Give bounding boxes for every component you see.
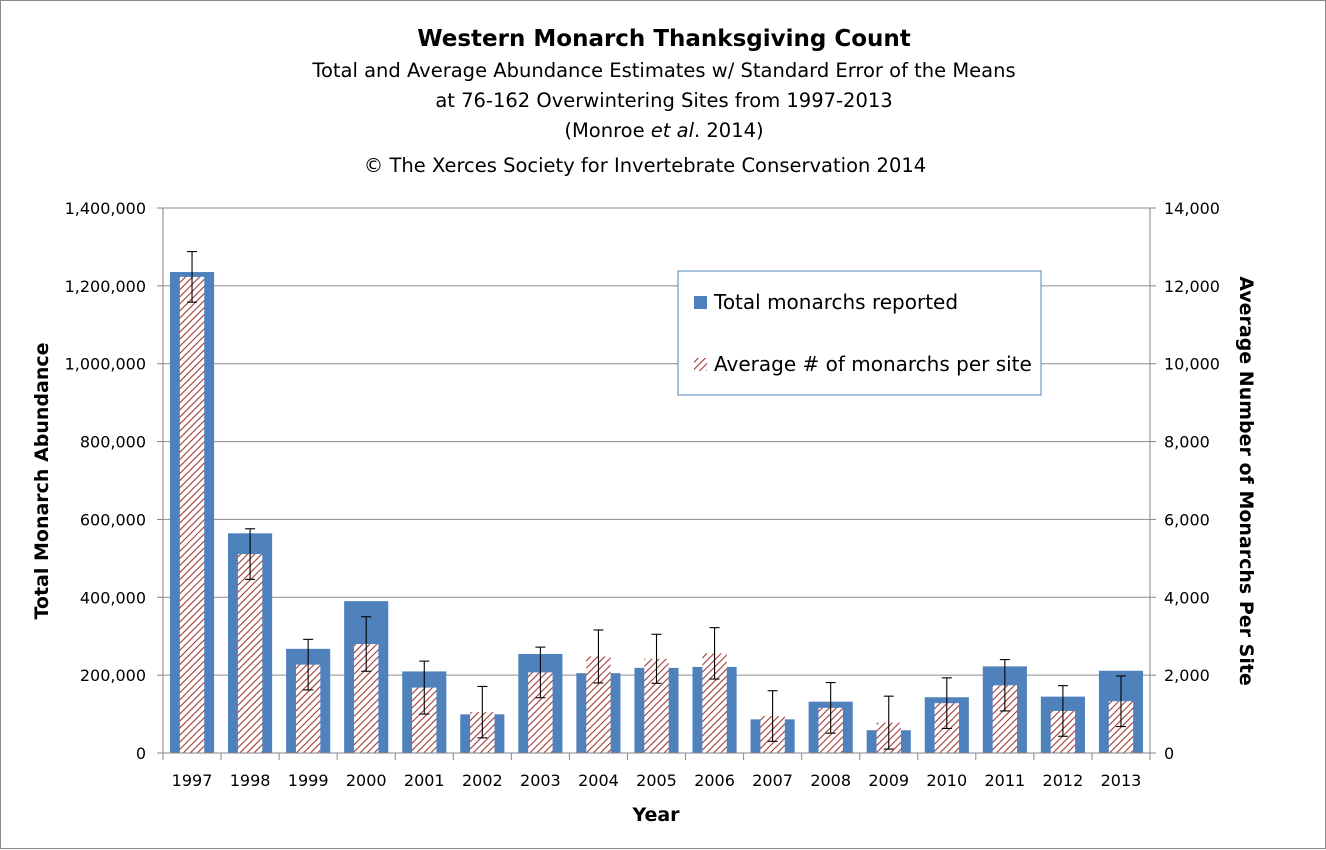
y2-tick-label: 14,000 bbox=[1164, 199, 1220, 218]
bar-average-per-site bbox=[237, 554, 263, 753]
x-tick-label: 2004 bbox=[578, 771, 619, 790]
y2-axis-title: Average Number of Monarchs Per Site bbox=[1235, 276, 1257, 686]
x-tick-label: 2008 bbox=[810, 771, 851, 790]
y2-tick-label: 4,000 bbox=[1164, 588, 1210, 607]
y-tick-label: 1,400,000 bbox=[65, 199, 146, 218]
y-tick-label: 1,200,000 bbox=[65, 277, 146, 296]
chart-citation: (Monroe et al. 2014) bbox=[564, 119, 763, 142]
x-tick-label: 2006 bbox=[694, 771, 735, 790]
chart-subtitle-line-2: at 76-162 Overwintering Sites from 1997-… bbox=[435, 89, 892, 112]
legend-label-total: Total monarchs reported bbox=[713, 290, 958, 314]
y2-tick-label: 8,000 bbox=[1164, 433, 1210, 452]
y2-tick-label: 12,000 bbox=[1164, 277, 1220, 296]
x-tick-label: 2012 bbox=[1043, 771, 1084, 790]
x-tick-label: 2013 bbox=[1101, 771, 1142, 790]
y-tick-label: 200,000 bbox=[80, 666, 146, 685]
y2-tick-label: 2,000 bbox=[1164, 666, 1210, 685]
x-tick-label: 1999 bbox=[288, 771, 329, 790]
legend-box bbox=[677, 270, 1042, 396]
chart-subtitle-line-1: Total and Average Abundance Estimates w/… bbox=[311, 59, 1015, 82]
legend-swatch-total bbox=[694, 296, 707, 309]
x-axis-title: Year bbox=[631, 804, 680, 826]
x-tick-label: 1997 bbox=[172, 771, 213, 790]
x-tick-label: 2002 bbox=[462, 771, 503, 790]
y-tick-label: 0 bbox=[136, 744, 146, 763]
gridlines bbox=[163, 207, 1150, 676]
legend: Total monarchs reported Average # of mon… bbox=[677, 270, 1042, 396]
x-tick-label: 2009 bbox=[868, 771, 909, 790]
x-tick-label: 2007 bbox=[752, 771, 793, 790]
y2-tick-label: 6,000 bbox=[1164, 510, 1210, 529]
y-tick-label: 800,000 bbox=[80, 433, 146, 452]
x-tick-label: 2001 bbox=[404, 771, 445, 790]
axes-group: 0 0 200,000 2,000 400,000 4,000 600,000 6,000 80… bbox=[65, 199, 1220, 790]
x-tick-label: 2003 bbox=[520, 771, 561, 790]
y-tick-label: 400,000 bbox=[80, 588, 146, 607]
y-tick-label: 1,000,000 bbox=[65, 355, 146, 374]
chart-copyright: © The Xerces Society for Invertebrate Co… bbox=[364, 154, 926, 177]
x-tick-label: 2000 bbox=[346, 771, 387, 790]
y2-tick-label: 0 bbox=[1164, 744, 1174, 763]
x-tick-label: 2011 bbox=[984, 771, 1025, 790]
chart-title: Western Monarch Thanksgiving Count bbox=[417, 26, 911, 52]
y-axis-title: Total Monarch Abundance bbox=[31, 342, 53, 619]
x-tick-label: 1998 bbox=[230, 771, 271, 790]
x-tick-label: 2005 bbox=[636, 771, 677, 790]
error-bars-group bbox=[187, 251, 1126, 750]
x-tick-label: 2010 bbox=[926, 771, 967, 790]
y2-tick-label: 10,000 bbox=[1164, 355, 1220, 374]
legend-label-average: Average # of monarchs per site bbox=[714, 352, 1032, 376]
legend-swatch-average bbox=[694, 358, 707, 371]
y-tick-label: 600,000 bbox=[80, 510, 146, 529]
bar-average-per-site bbox=[179, 276, 205, 753]
